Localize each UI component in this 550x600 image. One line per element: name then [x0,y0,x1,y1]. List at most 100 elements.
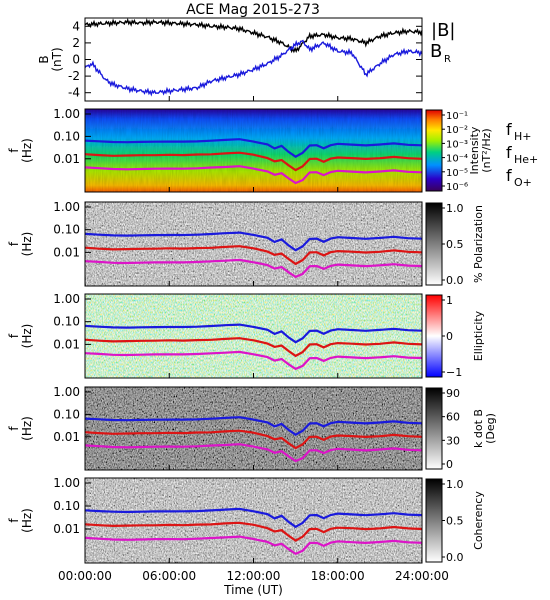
colorbar-label: k dot B (Deg) [472,409,497,448]
y-tick-label: 0.10 [53,315,80,329]
fO-line [85,443,422,463]
y-tick-label: 4 [72,19,80,33]
colorbar-tick-label: 1.0 [446,478,464,491]
colorbar-tick-label: 0.0 [446,274,464,287]
colorbar-label-line: (nT²/Hz) [480,128,493,172]
figure-title: ACE Mag 2015-273 [186,2,320,18]
legend-sub: He+ [514,153,538,166]
colorbar-tick-label: 1 [446,294,453,307]
y-label-line: (Hz) [20,416,34,441]
y-axis-label: f (Hz) [7,508,34,533]
polarization-panel: 1.00 0.10 0.01 f (Hz) 1.0 0.5 0.0 % Polarization [7,200,485,287]
series-b-magnitude [84,17,423,54]
legend-sub: O+ [514,176,532,189]
fH-line [85,231,422,252]
y-tick-label: 2 [72,36,80,50]
gyrofrequency-lines [85,138,422,185]
x-axis-label: Time (UT) [223,583,283,597]
colorbar-label-line: % Polarization [472,205,485,283]
heatmap [85,109,422,192]
colorbar-label-line: Coherency [472,491,485,550]
y-label-line: (Hz) [20,232,34,257]
y-tick-label: 0.10 [53,223,80,237]
gyrofrequency-lines [85,507,422,556]
fH-line [85,323,422,344]
colorbar-tick-label: 1.0 [446,202,464,215]
y-label-line: f [7,426,21,431]
gyrofrequency-lines [85,323,422,371]
colorbar-tick-label: 10⁻⁵ [446,168,468,179]
y-tick-label: 0 [72,53,80,67]
y-tick-label: 0.01 [53,245,80,259]
series-line [84,17,423,54]
ellipticity-panel: 1.00 0.10 0.01 f (Hz) 1 0 −1 Ellipticity [7,292,485,379]
intensity-panel: 1.000.100.01f (Hz)10⁻¹10⁻²10⁻³10⁻⁴10⁻⁵10⁻… [7,107,538,193]
colorbar-label-line: (Deg) [484,413,497,444]
colorbar-tick-label: 0.0 [446,551,464,564]
x-tick-label: 24:00:00 [395,569,449,583]
colorbar-label: Ellipticity [472,310,485,361]
legend-base: f [506,120,512,139]
coherency-panel: 1.00 0.10 0.01 f (Hz) 1.0 0.5 0.0 Coherency [7,476,485,564]
k-dot-b-panel: 1.00 0.10 0.01 f (Hz) 90 60 30 0 k dot B (Deg) [7,385,497,471]
y-tick-label: 0.10 [53,407,80,421]
y-label-line: f [7,241,21,246]
b-field-panel: 420-2-4B (nT)|B|B R [37,17,455,102]
colorbar: 90 60 30 0 k dot B (Deg) [425,387,497,471]
y-label-line: (Hz) [20,138,34,163]
colorbar-label: Coherency [472,491,485,550]
legend: |B|B R [430,20,455,65]
heatmap-texture [85,387,422,470]
colorbar-tick-label: 30 [446,434,460,447]
fHe-line [85,245,422,266]
colorbar-tick-label: 0.5 [446,238,464,251]
y-axis-label: B (nT) [37,47,64,71]
legend-b-magnitude: |B| [431,20,455,41]
x-tick-label: 12:00:00 [227,569,281,583]
heatmap-texture [85,109,422,192]
heatmap [85,387,422,470]
y-axis-label: f (Hz) [7,416,34,441]
y-label-line: f [7,148,21,153]
fO-line [85,258,422,279]
fO-line [85,165,422,185]
fHe-line [85,151,422,172]
y-tick-label: 0.01 [53,522,80,536]
x-axis: 00:00:00 06:00:00 12:00:00 18:00:00 24:00:00… [58,96,449,597]
fO-line [85,350,422,371]
colorbar-tick-label: 60 [446,411,460,424]
colorbar-tick-label: −1 [446,366,462,379]
colorbar-gradient [425,478,443,563]
fH-line [85,138,422,158]
y-axis-label: f (Hz) [7,138,34,163]
y-axis-label: f (Hz) [7,232,34,257]
colorbar: 1.0 0.5 0.0 Coherency [425,478,485,564]
colorbar-tick-label: 10⁻⁶ [446,182,468,193]
y-label-line: B [37,55,51,63]
fHe-line [85,337,422,358]
colorbar-label-line: Intensity [468,126,481,174]
y-tick-label: 0.10 [53,499,80,513]
colorbar-tick-label: 10⁻¹ [446,111,468,122]
heatmap [85,294,422,378]
fHe-line [85,429,422,450]
colorbar-tick-label: 0 [446,330,453,343]
colorbar: 1.0 0.5 0.0 % Polarization [425,202,485,287]
legend-b-r-sub: R [444,54,451,65]
series-b-r [84,39,423,97]
colorbar-label: Intensity (nT²/Hz) [468,126,493,174]
gyrofrequency-lines [85,231,422,279]
colorbar-gradient [425,202,443,286]
x-tick-label: 18:00:00 [311,569,365,583]
x-tick-label: 06:00:00 [142,569,196,583]
y-tick-label: 1.00 [53,385,80,399]
colorbar-tick-label: 0 [446,458,453,471]
fHe-line [85,521,422,542]
gyrofrequency-legend: f H+f He+f O+ [506,120,538,189]
y-label-line: f [7,518,21,523]
y-axis-label: f (Hz) [7,324,34,349]
gyrofrequency-lines [85,416,422,463]
y-tick-label: 0.01 [53,152,80,166]
